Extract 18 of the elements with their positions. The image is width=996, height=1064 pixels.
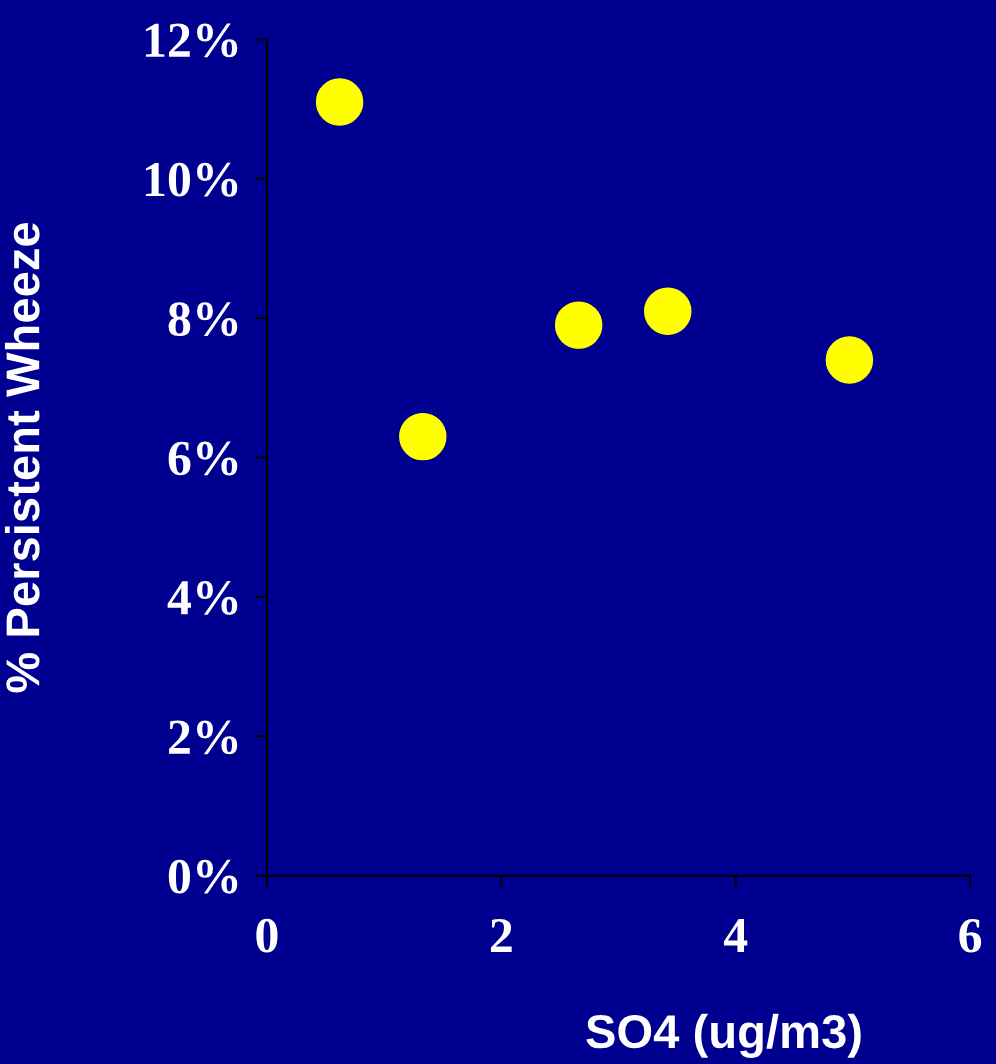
point xyxy=(644,287,692,335)
y-tick-label: 12% xyxy=(145,23,238,58)
y-tick-label: 6% xyxy=(168,441,238,476)
point xyxy=(825,336,874,384)
point xyxy=(554,301,603,349)
point xyxy=(399,412,447,461)
y-tick-label: 0% xyxy=(168,859,238,894)
y-tick-label: 4% xyxy=(167,581,238,615)
x-tick-label: 6 xyxy=(959,918,982,953)
y-tick-label: 8% xyxy=(168,302,238,337)
x-tick-label: 2 xyxy=(490,918,512,953)
y-axis-title: % Persistent Wheeze xyxy=(4,222,40,693)
x-tick-label: 0 xyxy=(256,918,278,953)
x-axis-title: SO4 (ug/m3) xyxy=(586,1013,861,1058)
y-tick-label: 10% xyxy=(145,162,238,197)
point xyxy=(315,78,364,126)
x-tick-label: 4 xyxy=(723,919,748,953)
y-tick-label: 2% xyxy=(169,720,238,755)
